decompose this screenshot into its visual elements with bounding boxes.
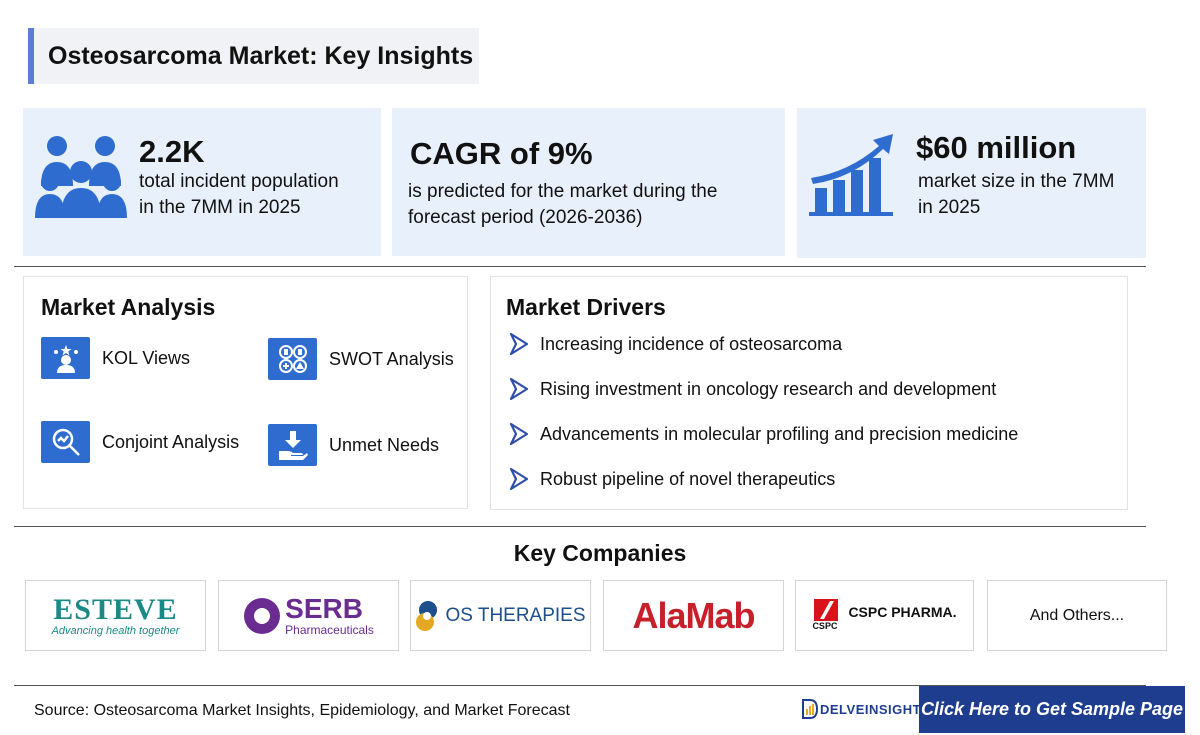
company-logo-cspc: CSPC CSPC PHARMA. bbox=[795, 580, 974, 651]
stat-card-incident: 2.2K total incident population in the 7M… bbox=[23, 108, 381, 256]
alamab-wordmark: AlaMab bbox=[632, 594, 755, 636]
stat-desc-line2: forecast period (2026-2036) bbox=[408, 207, 643, 228]
market-drivers-panel bbox=[490, 276, 1128, 510]
company-logo-serb: SERB Pharmaceuticals bbox=[218, 580, 399, 651]
divider bbox=[14, 266, 1146, 267]
stat-desc-line2: in the 7MM in 2025 bbox=[139, 197, 301, 218]
esteve-wordmark: ESTEVE bbox=[53, 592, 178, 626]
chevron-right-icon bbox=[509, 377, 529, 401]
chevron-right-icon bbox=[509, 332, 529, 356]
os-therapies-logo-icon bbox=[416, 600, 438, 631]
stat-desc-line1: is predicted for the market during the bbox=[408, 181, 718, 202]
market-analysis-title: Market Analysis bbox=[41, 294, 216, 320]
company-logo-os-therapies: OS THERAPIES bbox=[410, 580, 591, 651]
analysis-item-swot: SWOT Analysis bbox=[268, 338, 454, 380]
stat-desc-line1: total incident population bbox=[139, 171, 339, 192]
market-drivers-title: Market Drivers bbox=[506, 294, 666, 320]
company-logo-esteve: ESTEVE Advancing health together bbox=[25, 580, 206, 651]
unmet-needs-icon bbox=[268, 424, 317, 466]
os-therapies-wordmark: OS THERAPIES bbox=[445, 604, 586, 626]
stat-value: CAGR of 9% bbox=[410, 136, 593, 171]
swot-icon bbox=[268, 338, 317, 380]
driver-label: Increasing incidence of osteosarcoma bbox=[540, 333, 843, 354]
growth-chart-icon bbox=[809, 134, 893, 216]
driver-label: Advancements in molecular profiling and … bbox=[540, 423, 1019, 444]
driver-label: Robust pipeline of novel therapeutics bbox=[540, 468, 836, 489]
driver-item: Robust pipeline of novel therapeutics bbox=[508, 467, 835, 491]
analysis-label: Unmet Needs bbox=[329, 434, 440, 455]
cspc-logo-icon bbox=[814, 598, 839, 621]
driver-item: Advancements in molecular profiling and … bbox=[508, 422, 1018, 446]
market-analysis-panel bbox=[23, 276, 468, 509]
get-sample-page-button[interactable]: Click Here to Get Sample Page bbox=[919, 686, 1185, 733]
stat-desc-line1: market size in the 7MM bbox=[918, 171, 1115, 192]
company-logo-alamab: AlaMab bbox=[603, 580, 784, 651]
company-others: And Others... bbox=[987, 580, 1167, 651]
stat-desc-line2: in 2025 bbox=[918, 197, 981, 218]
stat-value: 2.2K bbox=[139, 134, 205, 169]
chevron-right-icon bbox=[509, 422, 529, 446]
delveinsight-wordmark: DELVEINSIGHT bbox=[820, 701, 922, 717]
analysis-label: Conjoint Analysis bbox=[102, 431, 240, 452]
driver-item: Increasing incidence of osteosarcoma bbox=[508, 332, 842, 356]
analysis-item-unmet-needs: Unmet Needs bbox=[268, 424, 439, 466]
title-banner: Osteosarcoma Market: Key Insights bbox=[28, 28, 479, 84]
others-label: And Others... bbox=[1029, 606, 1125, 624]
analysis-item-conjoint: Conjoint Analysis bbox=[41, 421, 239, 463]
delveinsight-logo-icon bbox=[802, 699, 818, 719]
driver-item: Rising investment in oncology research a… bbox=[508, 377, 996, 401]
esteve-tagline: Advancing health together bbox=[51, 624, 180, 637]
page-title: Osteosarcoma Market: Key Insights bbox=[48, 41, 474, 70]
analysis-item-kol-views: KOL Views bbox=[41, 337, 190, 379]
people-group-icon bbox=[35, 136, 127, 218]
serb-wordmark: SERB bbox=[285, 592, 363, 624]
stat-card-cagr: CAGR of 9% is predicted for the market d… bbox=[392, 108, 785, 256]
kol-views-icon bbox=[41, 337, 90, 379]
cspc-wordmark: CSPC PHARMA. bbox=[848, 603, 957, 620]
key-companies-title: Key Companies bbox=[513, 540, 687, 566]
source-text: Source: Osteosarcoma Market Insights, Ep… bbox=[34, 702, 570, 719]
divider bbox=[14, 685, 1146, 686]
delveinsight-logo: DELVEINSIGHT bbox=[802, 699, 921, 719]
analysis-label: KOL Views bbox=[102, 347, 191, 368]
conjoint-analysis-icon bbox=[41, 421, 90, 463]
cspc-small-text: CSPC bbox=[812, 620, 838, 631]
serb-logo-icon bbox=[244, 597, 281, 634]
divider bbox=[14, 526, 1146, 527]
stat-value: $60 million bbox=[916, 130, 1077, 165]
chevron-right-icon bbox=[509, 467, 529, 491]
analysis-label: SWOT Analysis bbox=[329, 348, 454, 369]
driver-label: Rising investment in oncology research a… bbox=[540, 378, 997, 399]
stat-card-market-size: $60 million market size in the 7MM in 20… bbox=[797, 108, 1146, 258]
serb-subtitle: Pharmaceuticals bbox=[285, 622, 374, 637]
